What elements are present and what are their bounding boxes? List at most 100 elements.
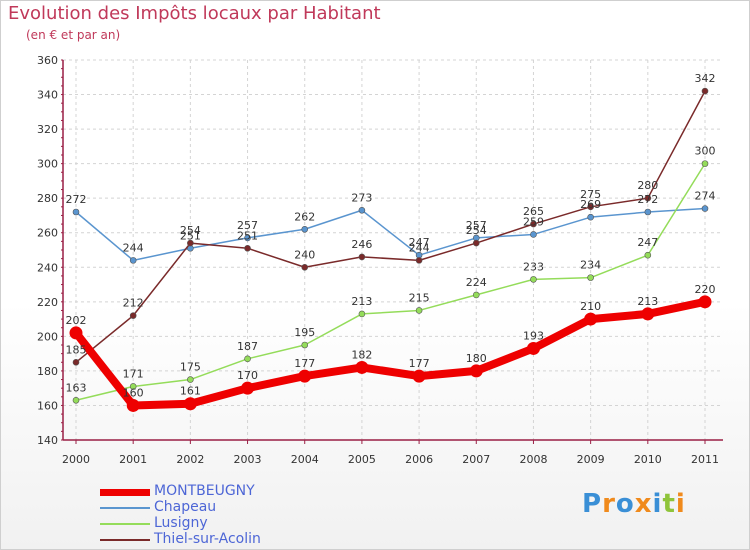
data-point: [701, 205, 709, 212]
data-label: 300: [695, 145, 716, 158]
y-tick-label: 160: [37, 399, 58, 412]
legend-swatch-montbeugny: [100, 489, 150, 496]
series-line-lusigny: [75, 162, 706, 402]
data-label: 240: [294, 248, 315, 261]
data-label: 163: [66, 381, 87, 394]
data-point: [701, 87, 709, 95]
legend-swatch-thiel: [100, 539, 150, 541]
data-label: 182: [351, 348, 372, 361]
data-label: 265: [523, 205, 544, 218]
x-tick-label: 2004: [291, 453, 319, 466]
data-point: [187, 239, 194, 247]
data-point: [244, 355, 251, 363]
data-label: 193: [523, 329, 544, 342]
data-label: 170: [237, 369, 258, 382]
data-point: [244, 244, 251, 252]
data-label: 212: [123, 297, 144, 310]
data-point: [584, 312, 598, 326]
data-point: [358, 206, 366, 214]
data-point: [587, 203, 594, 211]
data-point: [587, 274, 594, 281]
data-point: [644, 208, 652, 216]
data-point: [530, 231, 537, 238]
data-point: [644, 194, 652, 202]
data-point: [698, 295, 712, 309]
data-label: 171: [123, 367, 144, 380]
data-point: [241, 381, 255, 395]
data-label: 185: [66, 343, 87, 356]
data-point: [301, 225, 309, 233]
x-tick-label: 2001: [119, 453, 147, 466]
data-label: 224: [466, 276, 487, 289]
data-label: 195: [294, 326, 315, 339]
series-line-montbeugny: [72, 297, 709, 410]
y-tick-label: 260: [37, 227, 58, 240]
data-label: 244: [123, 241, 144, 254]
data-label: 213: [637, 295, 658, 308]
data-label: 160: [123, 386, 144, 399]
data-label: 269: [580, 198, 601, 211]
data-point: [129, 383, 137, 390]
data-point: [469, 364, 483, 378]
data-label: 280: [637, 179, 658, 192]
data-point: [415, 257, 423, 264]
data-label: 161: [180, 385, 201, 398]
x-tick-label: 2009: [577, 453, 605, 466]
data-point: [129, 257, 137, 264]
data-label: 187: [237, 340, 258, 353]
series-layer: [69, 87, 712, 412]
y-tick-label: 140: [37, 434, 58, 447]
y-tick-label: 360: [37, 54, 58, 67]
data-label: 210: [580, 300, 601, 313]
data-point: [358, 253, 366, 261]
data-label: 272: [637, 193, 658, 206]
x-tick-label: 2003: [234, 453, 262, 466]
data-point: [526, 341, 540, 355]
x-tick-label: 2011: [691, 453, 719, 466]
data-label: 272: [66, 193, 87, 206]
data-label: 274: [695, 190, 716, 203]
data-point: [298, 369, 312, 383]
y-tick-label: 200: [37, 330, 58, 343]
data-point: [472, 291, 480, 299]
data-label: 342: [695, 72, 716, 85]
legend-swatch-chapeau: [100, 507, 150, 509]
data-label: 273: [351, 191, 372, 204]
data-label: 247: [637, 236, 658, 249]
proxiti-logo: Proxiti: [582, 489, 686, 519]
legend-label: Thiel-sur-Acolin: [154, 531, 261, 547]
x-tick-label: 2006: [405, 453, 433, 466]
data-label: 259: [523, 215, 544, 228]
series-line-thiel-sur-acolin: [75, 90, 706, 364]
data-point: [644, 251, 652, 259]
data-point: [69, 326, 83, 340]
data-point: [641, 307, 655, 321]
legend-label: Lusigny: [154, 515, 208, 531]
data-point: [301, 341, 309, 349]
chart-title: Evolution des Impôts locaux par Habitant: [8, 3, 381, 24]
data-point: [126, 398, 140, 412]
x-tick-label: 2010: [634, 453, 662, 466]
y-tick-label: 220: [37, 296, 58, 309]
data-label: 251: [180, 229, 201, 242]
data-label: 234: [580, 259, 601, 272]
y-tick-label: 280: [37, 192, 58, 205]
data-point: [129, 312, 137, 319]
x-tick-label: 2000: [62, 453, 90, 466]
data-label: 262: [294, 210, 315, 223]
data-point: [530, 220, 537, 228]
data-point: [587, 213, 594, 221]
x-tick-label: 2005: [348, 453, 376, 466]
data-point: [701, 160, 709, 167]
data-point: [72, 358, 80, 366]
data-label: 254: [180, 224, 201, 237]
legend-label: Chapeau: [154, 499, 217, 515]
data-point: [72, 208, 80, 216]
y-tick-label: 340: [37, 89, 58, 102]
data-label: 233: [523, 260, 544, 273]
data-label: 254: [466, 224, 487, 237]
legend-swatch-lusigny: [100, 523, 150, 525]
data-label: 275: [580, 188, 601, 201]
